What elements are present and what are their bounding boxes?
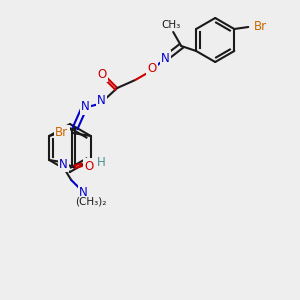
Text: O: O bbox=[98, 68, 107, 80]
Text: O: O bbox=[148, 62, 157, 76]
Text: N: N bbox=[81, 100, 90, 113]
Text: N: N bbox=[59, 158, 68, 170]
Text: H: H bbox=[97, 155, 106, 169]
Text: N: N bbox=[97, 94, 106, 107]
Text: O: O bbox=[85, 160, 94, 172]
Text: CH₃: CH₃ bbox=[162, 20, 181, 30]
Text: N: N bbox=[79, 185, 88, 199]
Text: N: N bbox=[161, 52, 170, 64]
Text: (CH₃)₂: (CH₃)₂ bbox=[76, 197, 107, 207]
Text: Br: Br bbox=[55, 127, 68, 140]
Text: Br: Br bbox=[254, 20, 267, 34]
